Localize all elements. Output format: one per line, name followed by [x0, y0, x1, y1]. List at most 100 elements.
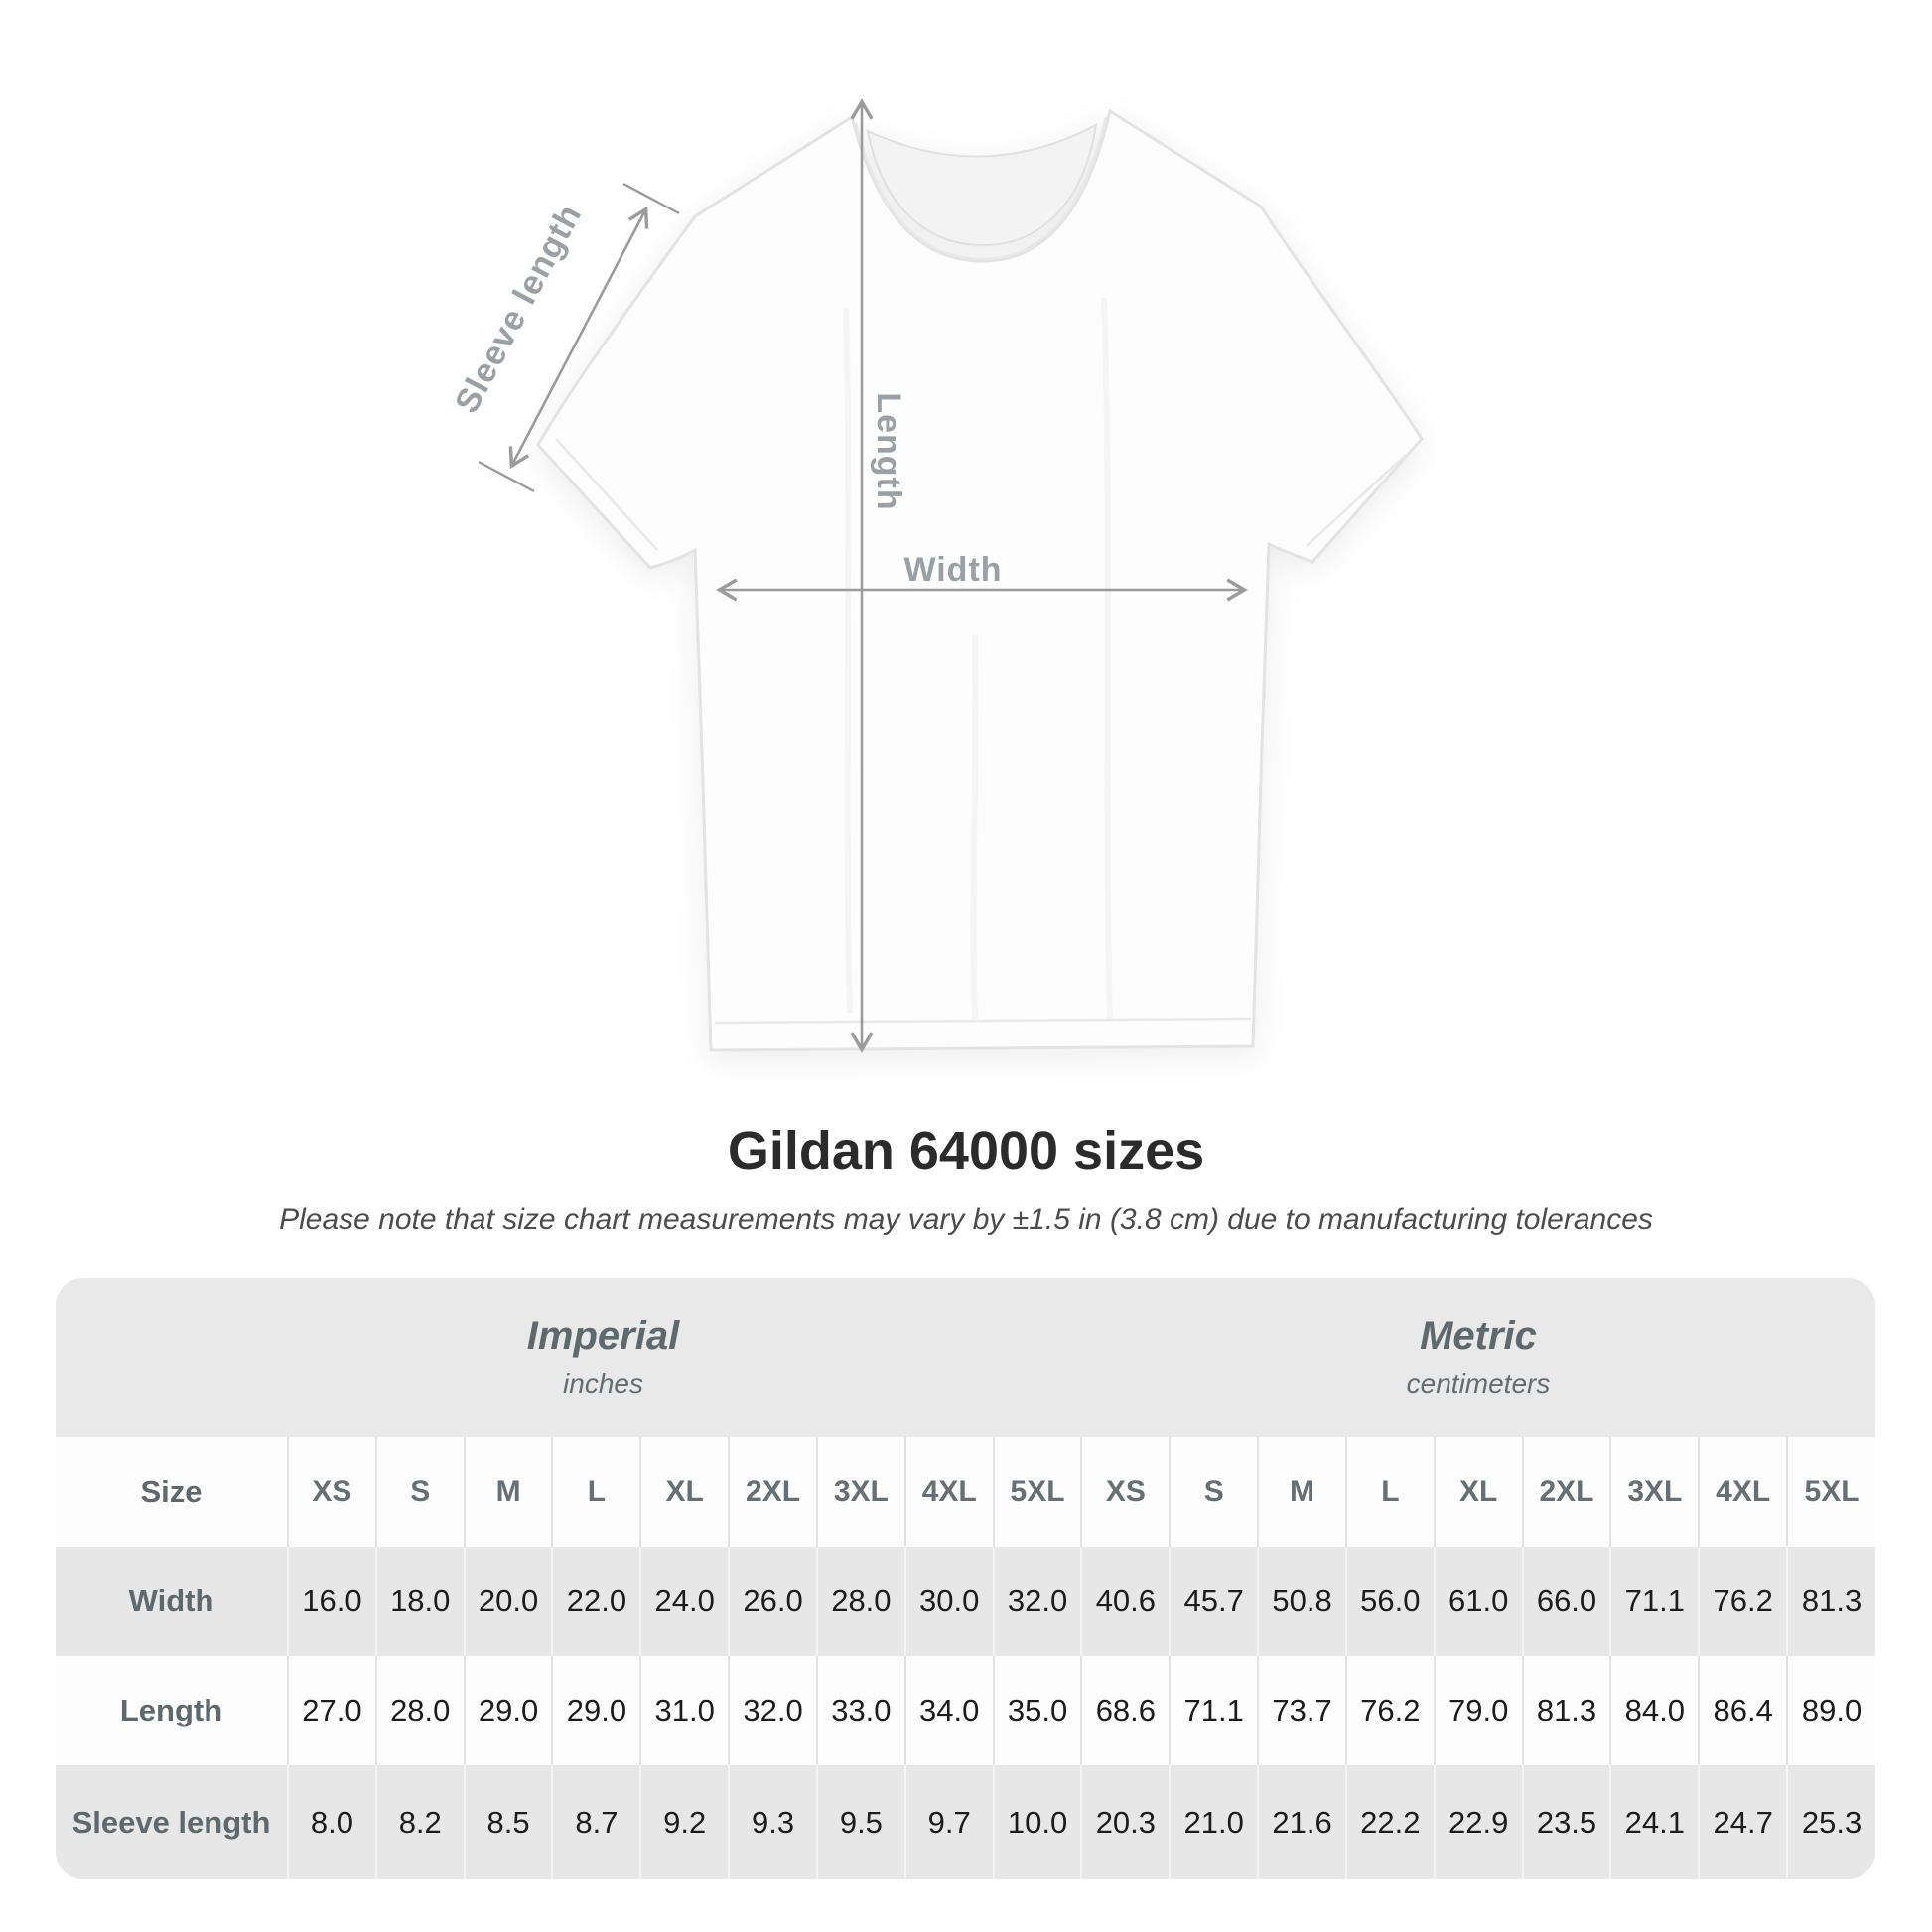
collar-opening: [866, 123, 1098, 247]
value-cell: 22.0: [551, 1547, 641, 1656]
value-cell: 84.0: [1609, 1656, 1700, 1765]
tshirt-measurement-diagram: Width Length Sleeve length: [448, 98, 1424, 1053]
size-header-cell: 2XL: [1521, 1437, 1611, 1547]
value-cell: 81.3: [1786, 1547, 1875, 1656]
width-label: Width: [903, 551, 1002, 589]
tshirt-diagram-svg: Width Length Sleeve length: [448, 98, 1424, 1053]
size-header-cell: XS: [287, 1437, 376, 1547]
value-cell: 21.0: [1169, 1765, 1259, 1879]
size-chart-table: Size XS S M L XL 2XL 3XL 4XL 5XL XS S M …: [56, 1437, 1875, 1879]
unit-group-header: Imperial inches Metric centimeters: [56, 1278, 1875, 1437]
size-header-cell: M: [1257, 1437, 1346, 1547]
value-cell: 35.0: [992, 1656, 1082, 1765]
value-cell: 30.0: [903, 1547, 994, 1656]
value-cell: 28.0: [374, 1656, 465, 1765]
length-label: Length: [870, 392, 907, 510]
value-cell: 76.2: [1698, 1547, 1788, 1656]
value-cell: 31.0: [639, 1656, 730, 1765]
sleeve-arrow-end-tick: [622, 182, 680, 215]
size-header-cell: 5XL: [992, 1437, 1082, 1547]
sleeve-length-row: Sleeve length 8.0 8.2 8.5 8.7 9.2 9.3 9.…: [56, 1765, 1875, 1879]
value-cell: 81.3: [1521, 1656, 1611, 1765]
size-header-cell: 4XL: [903, 1437, 994, 1547]
value-cell: 45.7: [1169, 1547, 1259, 1656]
fabric-fold: [970, 634, 979, 1022]
size-header-cell: 2XL: [728, 1437, 817, 1547]
fabric-fold: [1101, 297, 1113, 1020]
length-row: Length 27.0 28.0 29.0 29.0 31.0 32.0 33.…: [56, 1656, 1875, 1765]
value-cell: 61.0: [1433, 1547, 1523, 1656]
size-header-cell: S: [1169, 1437, 1259, 1547]
value-cell: 25.3: [1786, 1765, 1875, 1879]
value-cell: 23.5: [1521, 1765, 1611, 1879]
value-cell: 22.2: [1344, 1765, 1435, 1879]
value-cell: 89.0: [1786, 1656, 1875, 1765]
value-cell: 66.0: [1521, 1547, 1611, 1656]
value-cell: 18.0: [374, 1547, 465, 1656]
size-header-cell: 5XL: [1786, 1437, 1875, 1547]
size-header-cell: XL: [1433, 1437, 1523, 1547]
value-cell: 24.1: [1609, 1765, 1700, 1879]
bottom-hem-seam: [714, 1017, 1252, 1025]
value-cell: 79.0: [1433, 1656, 1523, 1765]
value-cell: 50.8: [1257, 1547, 1346, 1656]
value-cell: 9.7: [903, 1765, 994, 1879]
value-cell: 24.0: [639, 1547, 730, 1656]
collar-seam: [854, 116, 1108, 261]
value-cell: 16.0: [287, 1547, 376, 1656]
size-header-cell: L: [1344, 1437, 1435, 1547]
value-cell: 24.7: [1698, 1765, 1788, 1879]
metric-unit-label: centimeters: [1406, 1368, 1551, 1399]
imperial-label: Imperial: [526, 1314, 680, 1358]
value-cell: 32.0: [992, 1547, 1082, 1656]
value-cell: 56.0: [1344, 1547, 1435, 1656]
value-cell: 9.5: [815, 1765, 905, 1879]
value-cell: 29.0: [551, 1656, 641, 1765]
metric-group-header: Metric centimeters: [1081, 1278, 1875, 1437]
size-header-cell: 3XL: [1609, 1437, 1700, 1547]
value-cell: 21.6: [1257, 1765, 1346, 1879]
sleeve-arrow-start-tick: [478, 460, 535, 493]
value-cell: 9.3: [728, 1765, 817, 1879]
size-header-cell: XS: [1080, 1437, 1171, 1547]
size-row-label: Size: [56, 1437, 288, 1547]
row-label: Length: [56, 1656, 288, 1765]
value-cell: 73.7: [1257, 1656, 1346, 1765]
size-header-cell: L: [551, 1437, 641, 1547]
fabric-fold: [843, 307, 853, 1014]
value-cell: 40.6: [1080, 1547, 1171, 1656]
value-cell: 26.0: [728, 1547, 817, 1656]
value-cell: 71.1: [1609, 1547, 1700, 1656]
right-sleeve-hem-seam: [1306, 454, 1407, 547]
value-cell: 20.3: [1080, 1765, 1171, 1879]
value-cell: 8.0: [287, 1765, 376, 1879]
size-header-cell: 3XL: [815, 1437, 905, 1547]
sleeve-length-arrow: [508, 206, 649, 470]
value-cell: 34.0: [903, 1656, 994, 1765]
value-cell: 86.4: [1698, 1656, 1788, 1765]
size-chart-card: Imperial inches Metric centimeters Size …: [56, 1278, 1875, 1879]
value-cell: 32.0: [728, 1656, 817, 1765]
value-cell: 33.0: [815, 1656, 905, 1765]
tolerance-note: Please note that size chart measurements…: [279, 1203, 1653, 1236]
size-header-cell: XL: [639, 1437, 730, 1547]
value-cell: 76.2: [1344, 1656, 1435, 1765]
value-cell: 9.2: [639, 1765, 730, 1879]
metric-label: Metric: [1420, 1314, 1537, 1358]
size-header-cell: 4XL: [1698, 1437, 1788, 1547]
value-cell: 68.6: [1080, 1656, 1171, 1765]
value-cell: 29.0: [463, 1656, 553, 1765]
value-cell: 20.0: [463, 1547, 553, 1656]
width-row: Width 16.0 18.0 20.0 22.0 24.0 26.0 28.0…: [56, 1547, 1875, 1656]
value-cell: 22.9: [1433, 1765, 1523, 1879]
row-label: Width: [56, 1547, 288, 1656]
imperial-unit-label: inches: [563, 1368, 643, 1399]
page-title: Gildan 64000 sizes: [727, 1121, 1205, 1180]
value-cell: 8.7: [551, 1765, 641, 1879]
value-cell: 8.2: [374, 1765, 465, 1879]
value-cell: 27.0: [287, 1656, 376, 1765]
size-header-row: Size XS S M L XL 2XL 3XL 4XL 5XL XS S M …: [56, 1437, 1875, 1547]
value-cell: 10.0: [992, 1765, 1082, 1879]
row-label: Sleeve length: [56, 1765, 288, 1879]
sleeve-length-label: Sleeve length: [448, 198, 590, 419]
